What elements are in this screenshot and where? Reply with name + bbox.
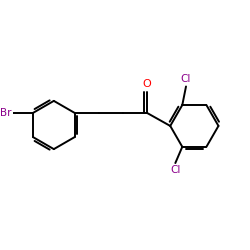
Text: Cl: Cl: [181, 74, 191, 84]
Text: O: O: [143, 79, 152, 89]
Text: Br: Br: [0, 108, 12, 118]
Text: Cl: Cl: [170, 166, 180, 175]
